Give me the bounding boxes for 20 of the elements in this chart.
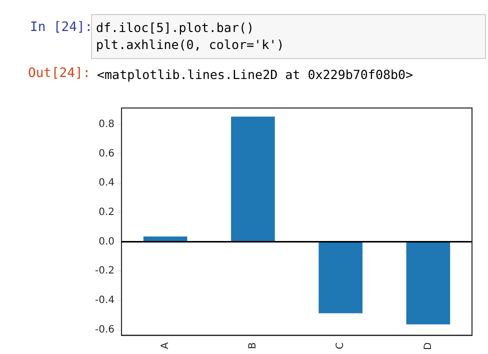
y-tick-label: 0.8	[98, 118, 115, 130]
x-tick-label: D	[422, 342, 434, 350]
x-tick-label: C	[335, 342, 346, 350]
x-tick-label: B	[248, 342, 259, 350]
text: Out[24]:	[28, 66, 91, 81]
y-tick-label: -0.2	[94, 266, 115, 277]
bar	[406, 242, 450, 324]
text: df.iloc[5].plot.bar()	[96, 19, 256, 36]
y-tick-label: 0.0	[98, 236, 115, 248]
text: plt.axhline(0, color='k')	[96, 36, 284, 53]
x-tick-label: A	[160, 342, 171, 350]
y-tick-label: -0.6	[94, 324, 115, 336]
bar	[231, 116, 275, 242]
y-tick-label: 0.6	[98, 148, 115, 160]
y-tick-label: 0.2	[98, 206, 115, 218]
bar	[318, 242, 362, 314]
y-tick-label: -0.4	[94, 295, 115, 306]
text: In [24]:	[30, 20, 93, 35]
text: <matplotlib.lines.Line2D at 0x229b70f08b0>	[97, 67, 414, 82]
y-tick-label: 0.4	[98, 178, 115, 189]
